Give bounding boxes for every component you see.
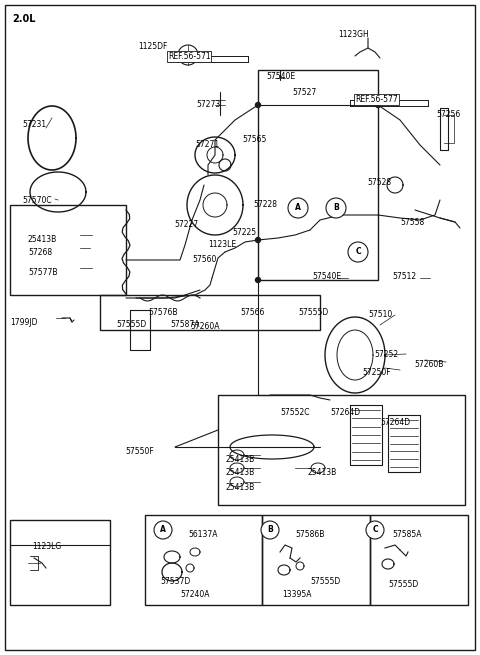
Text: 57264D: 57264D — [330, 408, 360, 417]
Text: 57510: 57510 — [368, 310, 392, 319]
Text: 57555D: 57555D — [310, 577, 340, 586]
Text: REF.56-571: REF.56-571 — [168, 52, 211, 61]
Text: 57577B: 57577B — [28, 268, 58, 277]
Text: 57555D: 57555D — [388, 580, 418, 589]
Text: 57576B: 57576B — [148, 308, 178, 317]
Bar — [145, 515, 262, 605]
Circle shape — [366, 521, 384, 539]
Text: 1123LE: 1123LE — [208, 240, 236, 249]
Bar — [100, 295, 320, 330]
Text: 57225: 57225 — [232, 228, 256, 237]
Text: 25413B: 25413B — [225, 483, 254, 492]
Bar — [218, 395, 465, 505]
Text: 57260A: 57260A — [190, 322, 219, 331]
Circle shape — [255, 102, 261, 107]
Text: REF.56-577: REF.56-577 — [355, 95, 398, 104]
Text: 57540E: 57540E — [266, 72, 295, 81]
Text: 56137A: 56137A — [188, 530, 217, 539]
Text: 57271: 57271 — [195, 140, 219, 149]
Text: 25413B: 25413B — [28, 235, 57, 244]
Bar — [10, 520, 110, 605]
Text: 57268: 57268 — [28, 248, 52, 257]
Text: 57240A: 57240A — [180, 590, 209, 599]
Text: 57558: 57558 — [400, 218, 424, 227]
Text: 57512: 57512 — [392, 272, 416, 281]
Bar — [10, 205, 126, 295]
Text: 57528: 57528 — [367, 178, 391, 187]
Text: 57587A: 57587A — [170, 320, 200, 329]
Text: A: A — [295, 204, 301, 212]
Text: 57256: 57256 — [436, 110, 460, 119]
Circle shape — [255, 238, 261, 242]
Text: 57566: 57566 — [240, 308, 264, 317]
Text: 57273: 57273 — [196, 100, 220, 109]
Text: B: B — [333, 204, 339, 212]
Circle shape — [288, 198, 308, 218]
Text: 57260B: 57260B — [414, 360, 444, 369]
Text: 1123LG: 1123LG — [32, 542, 61, 551]
Text: C: C — [372, 525, 378, 534]
Text: 57252: 57252 — [374, 350, 398, 359]
Text: 57550F: 57550F — [125, 447, 154, 456]
Text: 57527: 57527 — [292, 88, 316, 97]
Text: 57555D: 57555D — [116, 320, 146, 329]
Text: 57560: 57560 — [192, 255, 216, 264]
Text: 57565: 57565 — [242, 135, 266, 144]
Text: 57228: 57228 — [253, 200, 277, 209]
Circle shape — [154, 521, 172, 539]
Text: 1123GH: 1123GH — [338, 30, 369, 39]
Circle shape — [348, 242, 368, 262]
Circle shape — [261, 521, 279, 539]
Text: 25413B: 25413B — [308, 468, 337, 477]
Text: 57231: 57231 — [22, 120, 46, 129]
Circle shape — [255, 278, 261, 282]
Text: A: A — [160, 525, 166, 534]
Circle shape — [326, 198, 346, 218]
Bar — [370, 515, 468, 605]
Text: 57585A: 57585A — [392, 530, 421, 539]
Text: 2.0L: 2.0L — [12, 14, 36, 24]
Text: 13395A: 13395A — [282, 590, 312, 599]
Text: 57227: 57227 — [174, 220, 198, 229]
Text: C: C — [355, 248, 361, 257]
Circle shape — [375, 102, 381, 107]
Text: 57586B: 57586B — [295, 530, 324, 539]
Text: 57250F: 57250F — [362, 368, 391, 377]
Text: 57570C: 57570C — [22, 196, 52, 205]
Text: 57555D: 57555D — [298, 308, 328, 317]
Text: 57540E: 57540E — [312, 272, 341, 281]
Text: B: B — [267, 525, 273, 534]
Bar — [258, 70, 378, 280]
Text: 57537D: 57537D — [160, 577, 190, 586]
Text: 1125DF: 1125DF — [138, 42, 168, 51]
Bar — [262, 515, 370, 605]
Text: 25413B: 25413B — [225, 468, 254, 477]
Text: 1799JD: 1799JD — [10, 318, 37, 327]
Text: 25413B: 25413B — [225, 455, 254, 464]
Text: 57264D: 57264D — [380, 418, 410, 427]
Text: 57552C: 57552C — [280, 408, 310, 417]
